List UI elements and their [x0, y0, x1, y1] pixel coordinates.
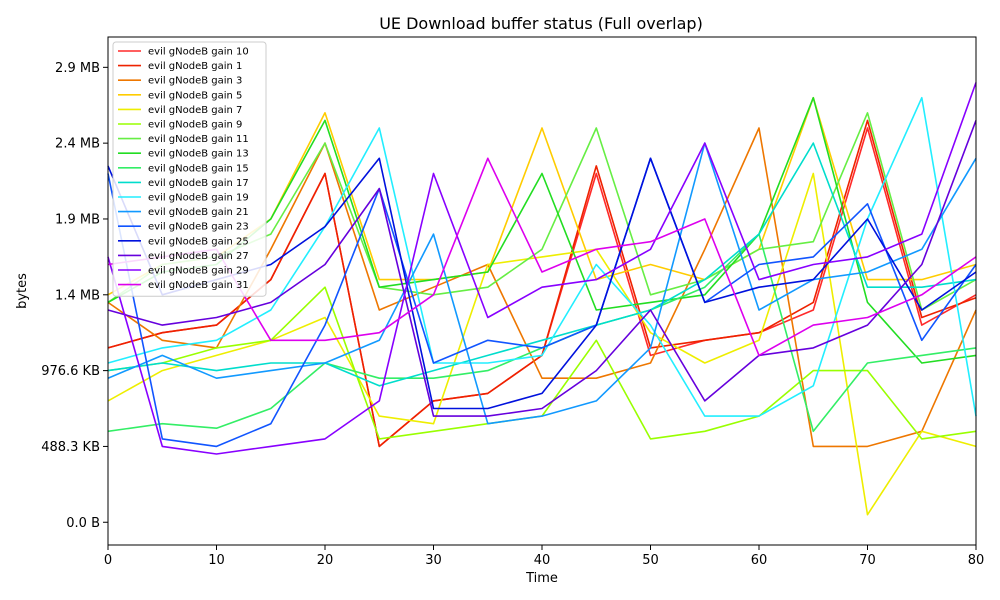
y-tick-label: 1.4 MB — [55, 288, 100, 303]
legend-label: evil gNodeB gain 3 — [148, 76, 242, 87]
x-tick-label: 10 — [208, 553, 225, 568]
series-line — [107, 96, 977, 417]
legend-label: evil gNodeB gain 1 — [148, 61, 242, 72]
legend-label: evil gNodeB gain 29 — [148, 266, 249, 277]
legend-label: evil gNodeB gain 15 — [148, 163, 249, 174]
legend-box — [112, 41, 267, 297]
y-tick-label: 0.0 B — [66, 516, 100, 531]
y-tick-label: 488.3 KB — [41, 440, 100, 455]
legend-label: evil gNodeB gain 11 — [148, 134, 249, 145]
x-axis: 0 10 20 30 40 50 60 70 80 — [104, 545, 984, 568]
series-line — [107, 157, 977, 357]
legend-label: evil gNodeB gain 17 — [148, 178, 249, 189]
x-tick-label: 40 — [534, 553, 551, 568]
legend-label: evil gNodeB gain 7 — [148, 105, 242, 116]
series-line — [107, 142, 977, 387]
y-tick-label: 2.4 MB — [55, 137, 100, 152]
x-tick-label: 80 — [968, 553, 985, 568]
x-tick-label: 50 — [642, 553, 659, 568]
chart-title: UE Download buffer status (Full overlap) — [379, 14, 703, 33]
y-tick-label: 1.9 MB — [55, 212, 100, 227]
series-line — [107, 82, 977, 455]
series-line — [107, 157, 977, 448]
legend-label: evil gNodeB gain 23 — [148, 222, 249, 233]
y-axis-title: bytes — [15, 273, 30, 309]
legend-label: evil gNodeB gain 25 — [148, 236, 249, 247]
x-axis-title: Time — [525, 571, 558, 586]
x-tick-label: 60 — [751, 553, 768, 568]
legend-label: evil gNodeB gain 10 — [148, 47, 249, 58]
series-line — [107, 120, 977, 417]
legend-label: evil gNodeB gain 5 — [148, 90, 242, 101]
x-tick-label: 70 — [859, 553, 876, 568]
series-line — [107, 172, 977, 516]
series-line — [107, 142, 977, 425]
y-tick-label: 976.6 KB — [41, 364, 100, 379]
legend-label: evil gNodeB gain 19 — [148, 193, 249, 204]
x-tick-label: 20 — [317, 553, 334, 568]
legend: evil gNodeB gain 10 evil gNodeB gain 1 evi… — [112, 41, 267, 297]
legend-label: evil gNodeB gain 9 — [148, 120, 242, 131]
legend-label: evil gNodeB gain 27 — [148, 251, 249, 262]
legend-label: evil gNodeB gain 31 — [148, 280, 249, 291]
y-tick-label: 2.9 MB — [55, 61, 100, 76]
legend-label: evil gNodeB gain 13 — [148, 149, 249, 160]
x-tick-label: 0 — [104, 553, 112, 568]
x-tick-label: 30 — [425, 553, 442, 568]
y-axis: 0.0 B 488.3 KB 976.6 KB 1.4 MB 1.9 MB 2.4 MB 2… — [41, 61, 108, 531]
legend-label: evil gNodeB gain 21 — [148, 207, 249, 218]
